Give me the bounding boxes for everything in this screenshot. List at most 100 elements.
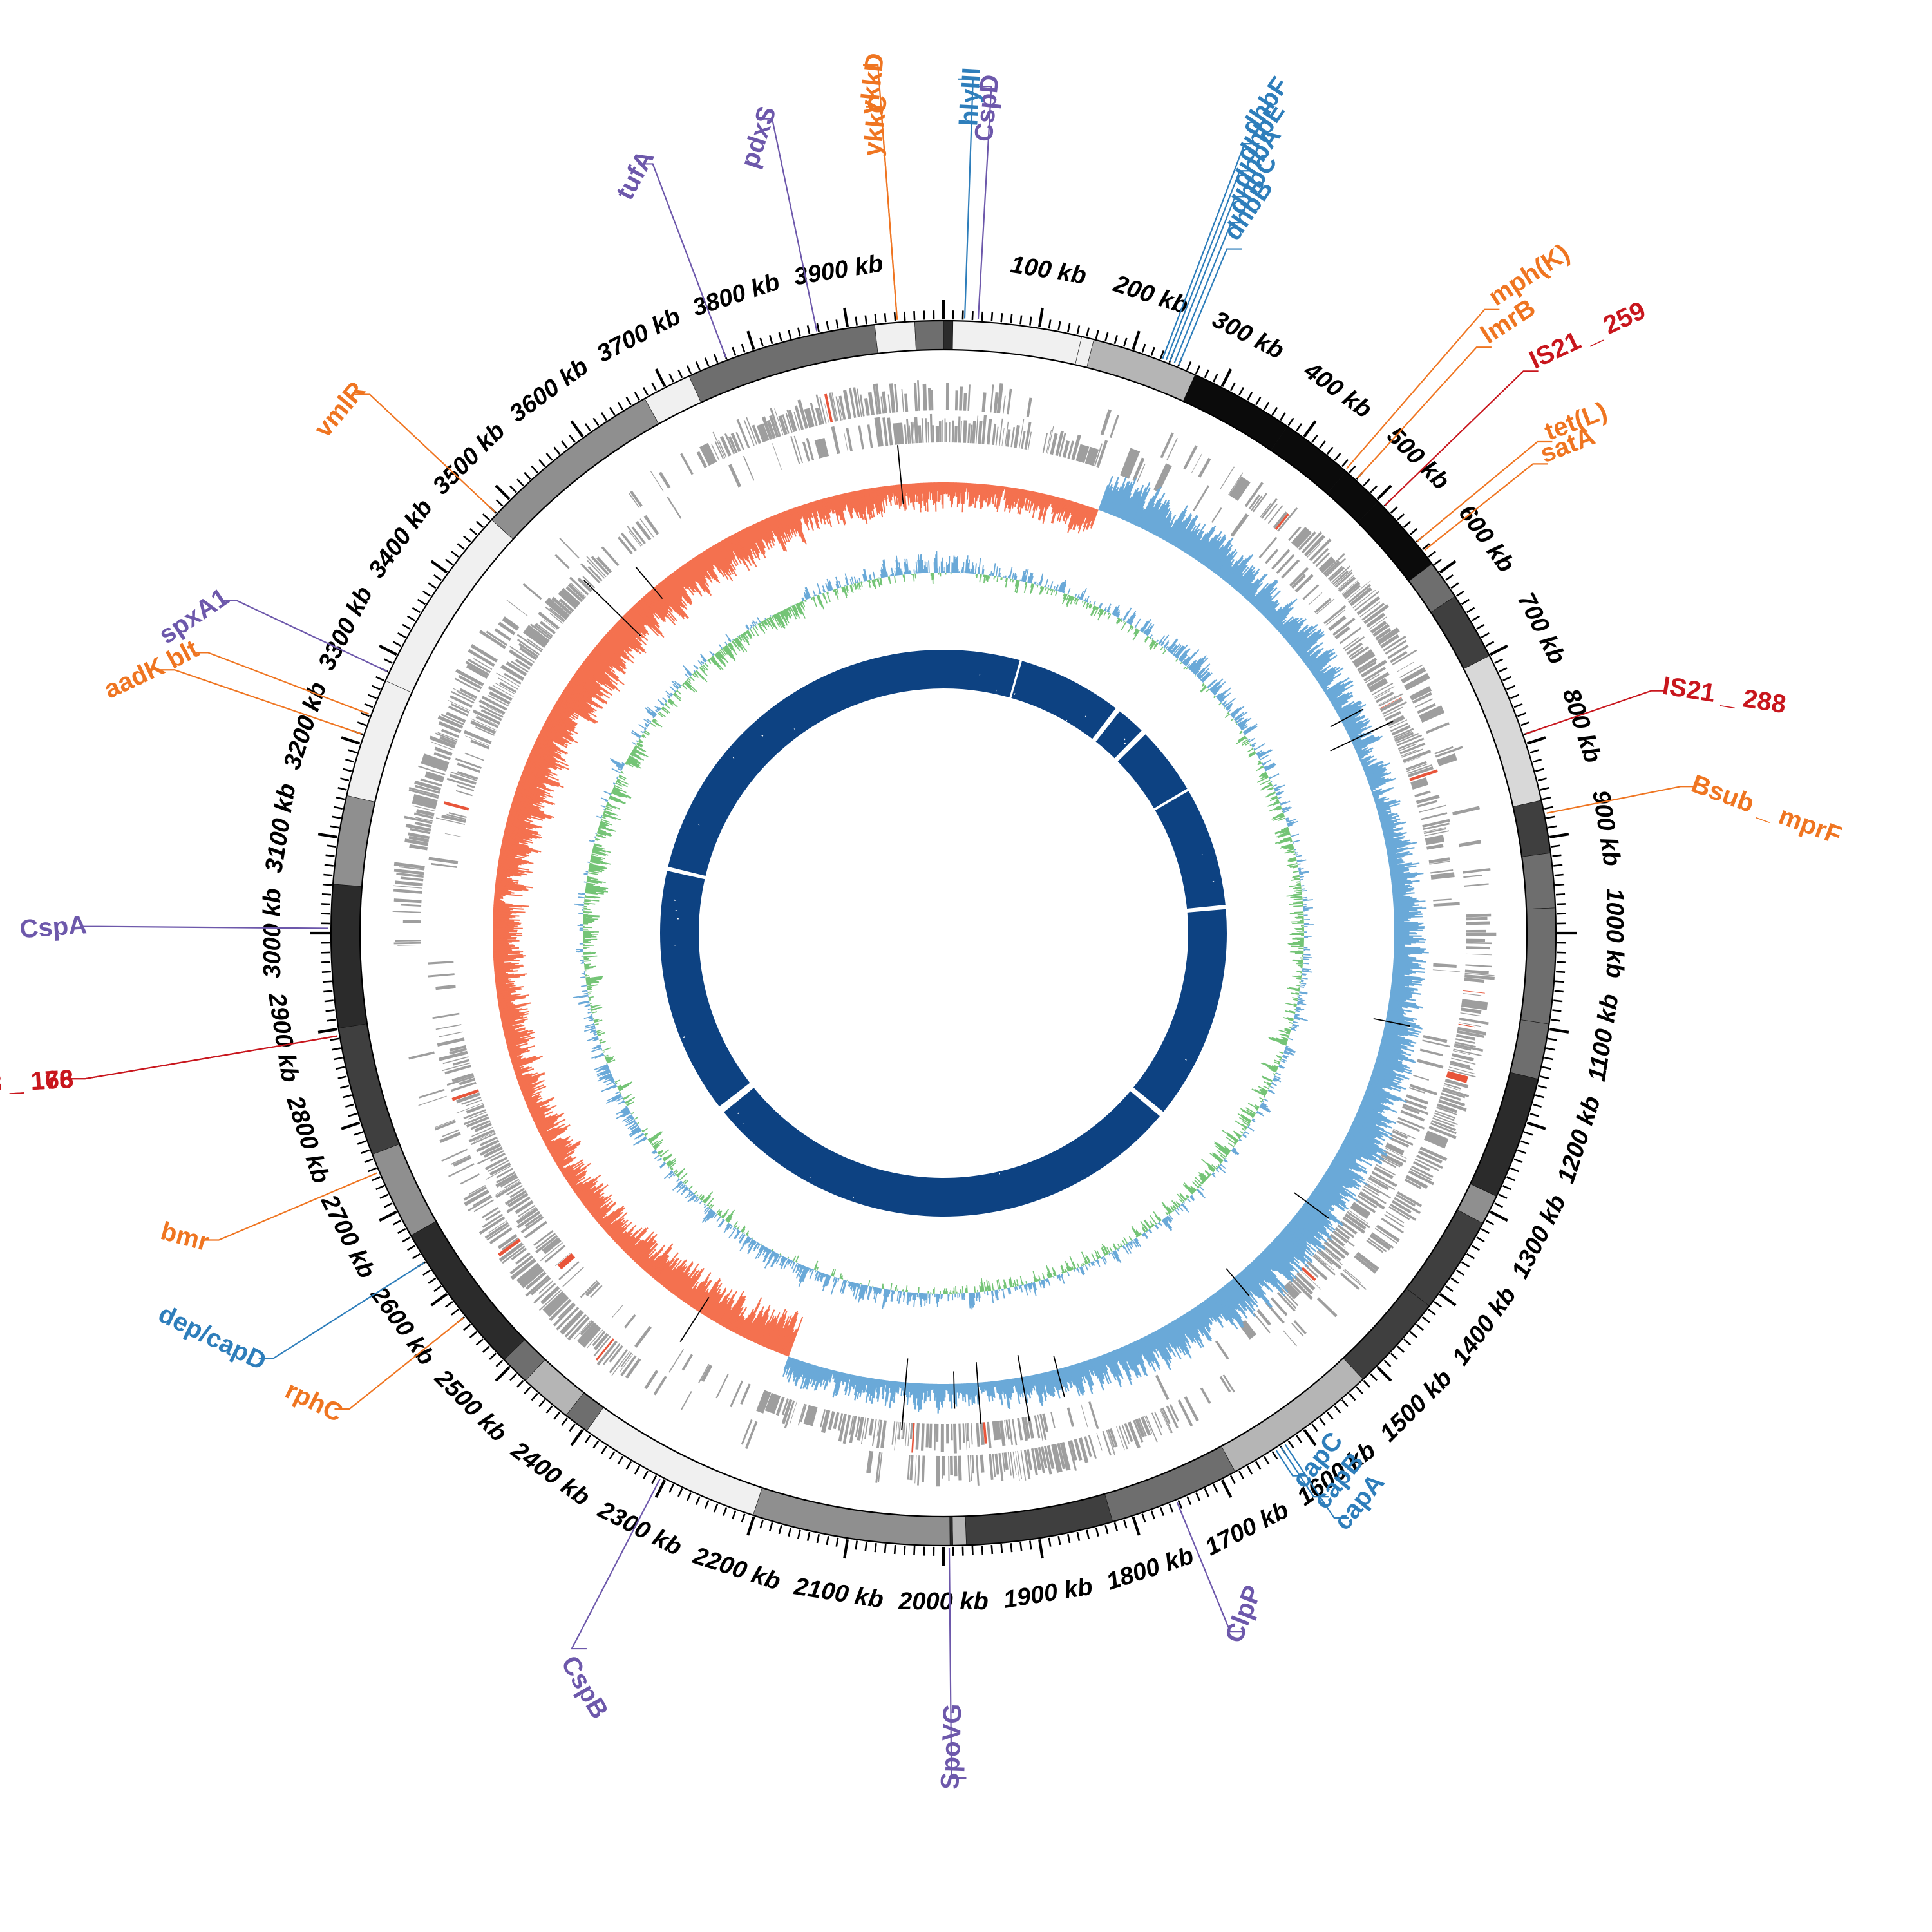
cds-feature — [418, 765, 446, 775]
gc-content-bar — [1188, 659, 1197, 670]
cds-feature — [1372, 623, 1390, 637]
gc-skew-bar — [886, 1380, 891, 1402]
gc-skew-bar — [1354, 1116, 1385, 1131]
gc-skew-bar — [1391, 983, 1410, 987]
gc-skew-bar — [1334, 1156, 1362, 1173]
gc-skew-bar — [1251, 583, 1271, 605]
gc-content-bar — [1271, 785, 1273, 787]
axis-minor-tick — [1255, 1461, 1262, 1470]
gc-skew-bar — [1388, 1002, 1419, 1009]
gc-skew-bar — [750, 1316, 763, 1341]
axis-minor-tick — [1159, 350, 1165, 359]
gc-skew-bar — [1016, 1378, 1020, 1394]
cds-feature — [1059, 432, 1066, 457]
gc-skew-bar — [722, 539, 735, 560]
gc-content-bar — [1240, 1114, 1252, 1122]
cds-feature — [1466, 921, 1490, 925]
gc-skew-bar — [1365, 1092, 1394, 1104]
gc-skew-bar — [1365, 768, 1387, 777]
axis-minor-tick — [1319, 1417, 1326, 1426]
gc-skew-bar — [1220, 563, 1233, 579]
gc-skew-bar — [642, 597, 665, 623]
cds-feature — [1379, 1156, 1401, 1168]
gc-skew-bar — [1034, 1374, 1041, 1403]
gc-content-bar — [1217, 1142, 1230, 1153]
cds-feature — [1067, 1441, 1077, 1471]
gc-skew-bar — [1052, 497, 1061, 524]
gc-skew-bar — [1077, 1363, 1083, 1378]
gc-skew-bar — [1329, 692, 1343, 701]
cds-feature — [1277, 507, 1298, 532]
gc-skew-bar — [1388, 858, 1397, 861]
gc-skew-bar — [819, 1367, 826, 1383]
cds-feature — [464, 1189, 489, 1206]
gc-content-bar — [1238, 735, 1246, 741]
gc-content-bar — [1280, 837, 1292, 842]
gc-skew-bar — [679, 567, 699, 592]
gc-content-bar — [1300, 957, 1303, 959]
gc-skew-bar — [857, 1376, 862, 1399]
gc-skew-bar — [574, 1174, 601, 1194]
cds-feature — [1408, 766, 1434, 777]
cds-feature — [743, 419, 755, 446]
cds-feature — [470, 1133, 496, 1146]
cds-feature — [1455, 1038, 1476, 1044]
axis-minor-tick — [1532, 1103, 1542, 1108]
cds-feature — [1346, 642, 1363, 655]
gc-skew-bar — [1369, 777, 1396, 788]
axis-minor-tick — [1544, 1056, 1554, 1061]
gc-skew-bar — [562, 1167, 573, 1175]
cds-feature — [437, 715, 464, 729]
gc-skew-bar — [1090, 508, 1097, 522]
gc-skew-bar — [615, 623, 645, 651]
gc-skew-bar — [502, 840, 529, 848]
gc-skew-bar — [1390, 872, 1410, 876]
cds-feature — [1358, 661, 1377, 674]
gc-skew-bar — [1155, 1330, 1173, 1360]
gc-skew-bar — [1312, 1191, 1333, 1206]
gc-content-bar — [1292, 922, 1304, 924]
gc-skew-bar — [1063, 1367, 1068, 1383]
axis-major-tick — [1220, 368, 1233, 387]
gc-skew-bar — [1353, 735, 1375, 747]
axis-minor-tick — [1524, 1131, 1533, 1136]
gc-content-bar — [1256, 1112, 1258, 1114]
cds-feature — [1074, 1439, 1083, 1461]
axis-minor-tick — [1502, 676, 1511, 682]
gc-skew-bar — [976, 1383, 979, 1405]
axis-minor-tick — [1556, 893, 1566, 896]
gc-content-bar — [1212, 681, 1226, 694]
gc-skew-bar — [495, 980, 515, 985]
cds-feature — [1360, 1191, 1378, 1203]
gc-skew-bar — [497, 992, 511, 996]
cds-feature — [943, 1456, 945, 1476]
gc-skew-bar — [629, 609, 645, 627]
gc-content-bar — [1221, 1129, 1238, 1142]
gc-skew-bar — [987, 1381, 991, 1397]
cds-feature — [1404, 673, 1430, 691]
gc-skew-bar — [589, 1194, 612, 1213]
gc-skew-bar — [611, 1227, 625, 1240]
gc-content-bar — [1260, 1062, 1278, 1070]
cds-feature — [842, 390, 852, 419]
gc-content-bar — [1259, 1106, 1271, 1113]
gc-skew-bar — [496, 876, 512, 880]
gc-skew-bar — [1394, 952, 1411, 955]
axis-minor-tick — [592, 417, 600, 426]
gc-skew-bar — [936, 482, 939, 491]
cds-feature — [1338, 576, 1356, 592]
gc-skew-bar — [521, 773, 545, 784]
gc-skew-bar — [585, 1197, 600, 1209]
gc-skew-bar — [633, 1238, 655, 1262]
cds-feature — [936, 1455, 940, 1487]
gc-content-bar — [1083, 601, 1086, 607]
gc-skew-bar — [668, 1271, 685, 1292]
cds-feature — [968, 1423, 970, 1448]
gc-skew-bar — [1357, 747, 1374, 755]
gc-content-bar — [1244, 734, 1247, 736]
gc-skew-bar — [1391, 880, 1411, 884]
gc-content-bar — [1232, 1148, 1237, 1151]
cds-feature — [993, 392, 999, 413]
gc-skew-bar — [1359, 1106, 1387, 1119]
